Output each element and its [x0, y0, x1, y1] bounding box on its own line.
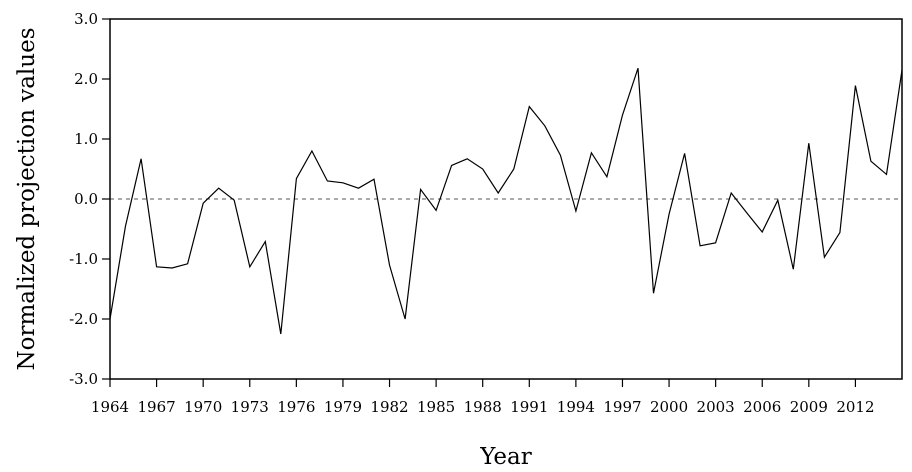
x-tick-label: 1970 [184, 398, 222, 416]
x-tick-label: 1982 [370, 398, 408, 416]
x-tick-label: 1976 [277, 398, 315, 416]
x-tick-label: 2003 [697, 398, 735, 416]
plot-frame [109, 18, 903, 380]
x-tick-label: 1967 [137, 398, 175, 416]
y-tick-label: 3.0 [74, 10, 98, 28]
x-tick-label: 1988 [464, 398, 502, 416]
x-tick-label: 1994 [557, 398, 595, 416]
x-tick-label: 2012 [836, 398, 874, 416]
x-tick-label: 1979 [324, 398, 362, 416]
x-tick-label: 1973 [231, 398, 269, 416]
x-axis-title: Year [479, 444, 532, 470]
y-tick-label: 2.0 [74, 70, 98, 88]
x-tick-label: 1997 [603, 398, 641, 416]
y-tick-label: 0.0 [74, 190, 98, 208]
y-tick-label: -1.0 [69, 250, 98, 268]
y-axis-ticks: -3.0 -2.0 -1.0 0.0 1.0 2.0 3.0 [69, 10, 110, 388]
x-tick-label: 2000 [650, 398, 688, 416]
y-tick-label: -3.0 [69, 370, 98, 388]
y-tick-label: -2.0 [69, 310, 98, 328]
x-axis-ticks: 1964 1967 1970 1973 1976 1979 1982 1985 1988 1991… [91, 379, 875, 416]
x-tick-label: 1964 [91, 398, 129, 416]
x-tick-label: 1991 [510, 398, 548, 416]
series-line [109, 68, 903, 335]
x-tick-label: 2009 [790, 398, 828, 416]
y-axis-title: Normalized projection values [14, 27, 40, 370]
y-tick-label: 1.0 [74, 130, 98, 148]
x-tick-label: 2006 [743, 398, 781, 416]
x-tick-label: 1985 [417, 398, 455, 416]
